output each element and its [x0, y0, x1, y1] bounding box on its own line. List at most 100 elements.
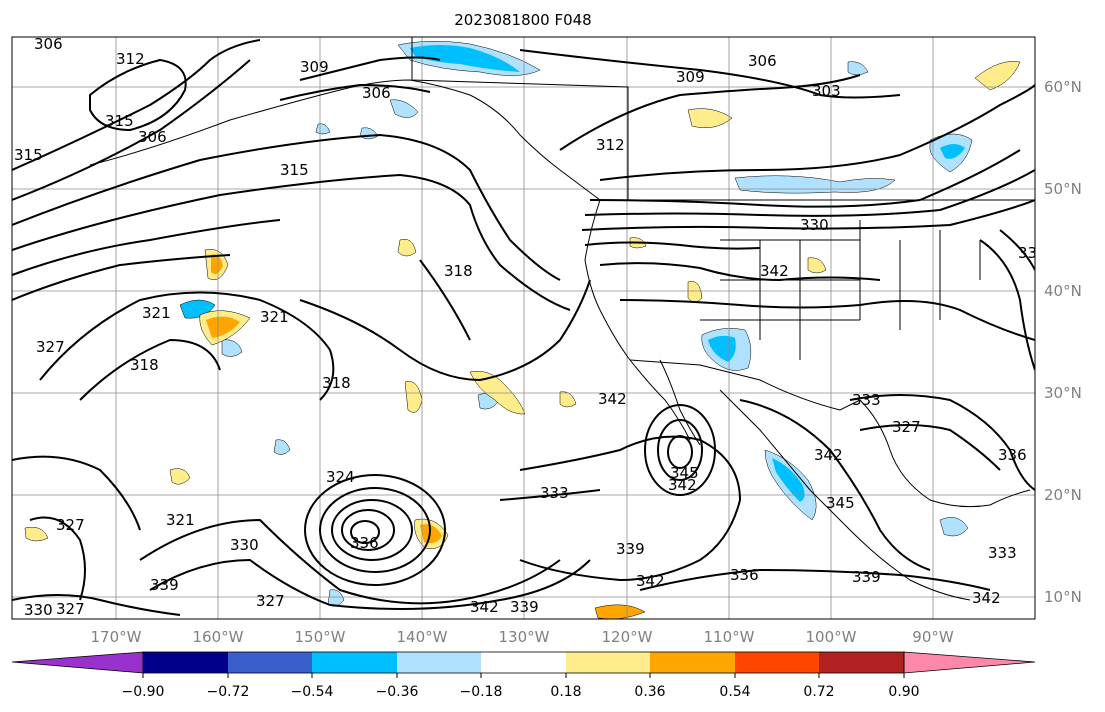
contour-high-center — [350, 520, 380, 544]
colorbar-tick-label: 0.36 — [634, 684, 665, 700]
contour-line — [849, 394, 1035, 491]
contour-label: 327 — [256, 592, 285, 610]
contour-label: 306 — [362, 84, 391, 102]
contour-label: 330 — [230, 536, 259, 554]
contour-label: 318 — [444, 262, 473, 280]
contour-labels: 306 312 315 306 309 306 309 306 303 312 … — [14, 35, 1035, 619]
colorbar-extend-right — [903, 651, 1036, 674]
colorbar-segment — [228, 652, 312, 673]
contour-high-center — [341, 509, 395, 551]
map-panel: 306 312 315 306 309 306 309 306 303 312 … — [12, 35, 1035, 619]
lat-label: 30°N — [1044, 384, 1082, 402]
contour-line — [12, 219, 281, 276]
colorbar-segment — [735, 652, 819, 673]
contour-line — [859, 424, 1001, 471]
shade-yellow-patch — [206, 316, 240, 338]
lon-label: 170°W — [91, 628, 142, 646]
contour-line — [139, 518, 561, 605]
contour-label: 327 — [36, 338, 65, 356]
lon-label: 110°W — [704, 628, 755, 646]
contour-line — [12, 455, 141, 531]
contour-label: 342 — [760, 262, 789, 280]
contour-high-center — [331, 499, 413, 561]
contour-line — [619, 299, 1035, 341]
colorbar: −0.90 −0.72 −0.54 −0.36 −0.18 0.18 0.36 … — [11, 651, 1036, 700]
shade-yellow-patch — [397, 239, 417, 257]
contour-line — [999, 229, 1035, 271]
contour-label: 333 — [540, 484, 569, 502]
contour-label: 336 — [730, 566, 759, 584]
contour-label: 336 — [998, 446, 1027, 464]
shade-blue-patch — [315, 123, 331, 135]
contour-high-center — [304, 474, 446, 586]
colorbar-extend-left — [11, 651, 144, 674]
coastlines — [89, 37, 1035, 601]
contour-label: 345 — [826, 494, 855, 512]
contour-label: 333 — [852, 391, 881, 409]
contour-label: 339 — [510, 598, 539, 616]
contour-line — [519, 49, 901, 99]
contour-label: 315 — [105, 112, 134, 130]
contours — [12, 39, 1035, 616]
map-frame — [11, 36, 1036, 620]
shade-yellow-patch — [807, 257, 827, 274]
contour-high-center — [319, 487, 431, 573]
contour-label: 306 — [34, 35, 63, 53]
shade-yellow-patch — [169, 468, 191, 485]
lon-label: 90°W — [912, 628, 954, 646]
map-background — [12, 37, 1035, 619]
shade-blue-patch — [221, 339, 243, 357]
contour-label: 342 — [814, 446, 843, 464]
colorbar-segment — [397, 652, 481, 673]
contour-label: 321 — [142, 304, 171, 322]
contour-line — [79, 338, 221, 401]
lat-label: 50°N — [1044, 180, 1082, 198]
contour-label: 303 — [812, 82, 841, 100]
contour-label: 312 — [116, 50, 145, 68]
contour-label: 327 — [56, 516, 85, 534]
lon-label: 120°W — [602, 628, 653, 646]
lon-label: 100°W — [806, 628, 857, 646]
colorbar-tick-label: −0.36 — [376, 684, 419, 700]
contour-low-center — [667, 435, 693, 469]
colorbar-tick-label: 0.54 — [719, 684, 750, 700]
contour-line — [589, 149, 1021, 208]
contour-label: 342 — [668, 476, 697, 494]
contour-line — [12, 133, 561, 281]
colorbar-segment — [143, 652, 228, 673]
shade-yellow-patch — [974, 61, 1021, 91]
figure-title: 2023081800 F048 — [454, 11, 591, 29]
contour-label: 312 — [596, 136, 625, 154]
colorbar-tick-label: 0.90 — [888, 684, 919, 700]
colorbar-segment — [650, 652, 735, 673]
contour-line — [12, 254, 231, 301]
contour-line — [12, 39, 261, 171]
contour-line — [29, 516, 86, 601]
contour-line — [739, 399, 931, 571]
contour-label: 309 — [300, 58, 329, 76]
lat-axis-labels: 60°N 50°N 40°N 30°N 20°N 10°N — [1044, 78, 1082, 606]
lon-label: 140°W — [397, 628, 448, 646]
shade-yellow-patch — [559, 391, 577, 408]
contour-line — [299, 56, 441, 81]
shade-yellow-patch — [687, 281, 703, 303]
contour-label: 318 — [322, 374, 351, 392]
contour-label: 336 — [350, 534, 379, 552]
contour-label: 306 — [138, 128, 167, 146]
contour-line — [584, 169, 1035, 217]
lat-label: 10°N — [1044, 588, 1082, 606]
contour-label: 321 — [260, 308, 289, 326]
contour-line — [519, 435, 742, 582]
coastline-alaska — [89, 79, 601, 201]
contour-label: 339 — [852, 568, 881, 586]
contour-label: 309 — [676, 68, 705, 86]
shade-yellow-patch — [211, 254, 223, 274]
lat-label: 40°N — [1044, 282, 1082, 300]
contour-label: 333 — [988, 544, 1017, 562]
contour-label: 342 — [636, 572, 665, 590]
colorbar-segment — [819, 652, 904, 673]
lon-axis-labels: 170°W 160°W 150°W 140°W 130°W 120°W 110°… — [91, 628, 954, 646]
gridlines — [12, 37, 1035, 619]
lon-label: 160°W — [193, 628, 244, 646]
